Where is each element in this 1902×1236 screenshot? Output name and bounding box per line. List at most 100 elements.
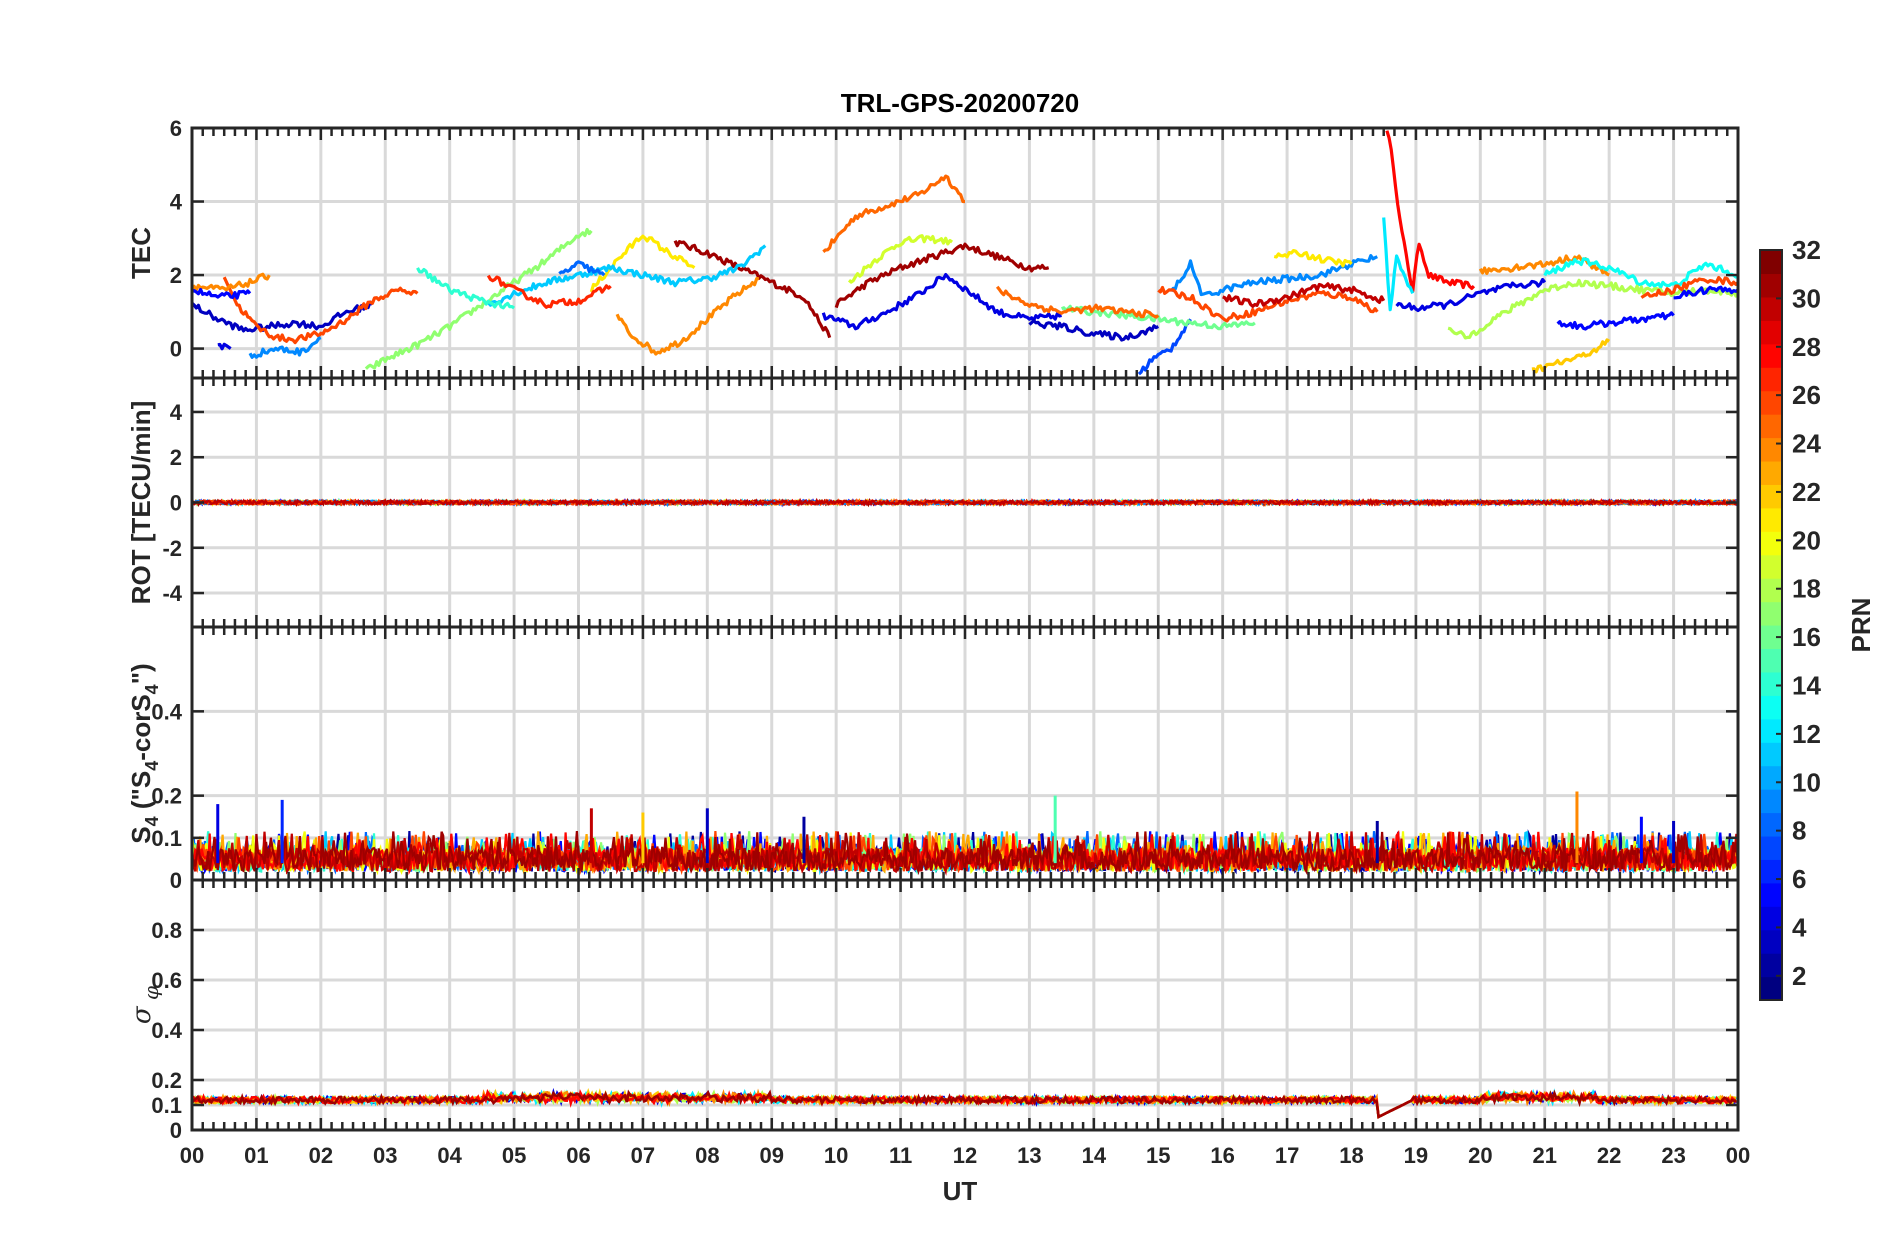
tec-series-prn-26 [1157,285,1379,323]
tec-series-prn-30 [1222,282,1386,308]
tec-series-prn-27 [486,274,612,309]
panel-sigma_phi: 00.10.2 0.4 0.6 0.8 σ φ [127,878,1740,1143]
rot-ytick-label: -2 [162,536,182,561]
rot-ytick-label: 4 [170,400,183,425]
tec-series-prn-5 [1673,285,1738,300]
s4-ytick-label: 0 [170,868,182,893]
sigma_phi-ytick-label: 0.8 [151,918,182,943]
colorbar-level [1760,390,1782,415]
x-tick-label: 03 [373,1143,397,1168]
sigma_phi-ylabel: σ φ [127,986,163,1024]
colorbar-level [1760,859,1782,884]
colorbar-tick-label: 28 [1792,332,1821,362]
tec-series-prn-31 [673,240,832,339]
tec-series-prn-25 [822,174,965,253]
tec-series-prn-4 [1395,277,1547,313]
figure-title: TRL-GPS-20200720 [841,88,1079,118]
tec-series-prn-21 [1273,249,1353,268]
colorbar-level [1760,953,1782,978]
tec-series-prn-25 [995,285,1160,319]
colorbar-level [1760,601,1782,626]
x-tick-label: 12 [953,1143,977,1168]
tec-ytick-label: 2 [170,263,182,288]
tec-ytick-label: 6 [170,116,182,141]
x-tick-label: 18 [1339,1143,1363,1168]
sigma_phi-ytick-label: 0.4 [151,1018,182,1043]
colorbar-level [1760,554,1782,579]
colorbar-level [1760,296,1782,321]
tec-series-prn-26 [222,276,419,345]
colorbar-tick-label: 8 [1792,816,1806,846]
x-tick-label: 00 [1726,1143,1750,1168]
colorbar-level [1760,765,1782,790]
x-tick-label: 07 [631,1143,655,1168]
colorbar-level [1760,789,1782,814]
colorbar-tick-label: 18 [1792,574,1821,604]
x-tick-label: 13 [1017,1143,1041,1168]
colorbar-level [1760,531,1782,556]
colorbar-level [1760,320,1782,345]
colorbar-tick-label: 2 [1792,961,1806,991]
tec-series-prn-31 [834,242,1050,309]
tec-series-prn-3 [192,300,374,333]
colorbar-level [1760,812,1782,837]
tec-ticks [190,126,1740,378]
s4-ylabel: S4 ("S4-corS4") [126,663,162,843]
tec-series-prn-7 [1137,318,1192,376]
x-tick-label: 04 [437,1143,462,1168]
x-tick-label: 14 [1082,1143,1107,1168]
sigma_phi-ticks [190,880,1740,1132]
tec-series-prn-4 [217,342,232,351]
colorbar-level [1760,625,1782,650]
x-tick-label: 16 [1210,1143,1234,1168]
colorbar-level [1760,718,1782,743]
panel-tec: 0 2 4 6 TEC [126,116,1740,380]
colorbar-tick-label: 20 [1792,525,1821,555]
colorbar-tick-label: 22 [1792,477,1821,507]
colorbar-level [1760,695,1782,720]
x-tick-label: 09 [760,1143,784,1168]
sigma_phi-ytick-label: 0.6 [151,968,182,993]
colorbar-level [1760,367,1782,392]
tec-plot [192,130,1738,376]
colorbar-level [1760,742,1782,767]
x-tick-label: 06 [566,1143,590,1168]
sigma_phi-ytick-label: 0.1 [151,1093,182,1118]
tec-series-prn-4 [821,273,1062,331]
x-tick-label: 23 [1661,1143,1685,1168]
tec-series-prn-26 [1640,276,1738,299]
tec-series-prn-28 [1385,130,1476,293]
colorbar-level [1760,835,1782,860]
colorbar-label: PRN [1846,598,1876,653]
x-tick-label: 00 [180,1143,204,1168]
colorbar-tick-label: 14 [1792,670,1821,700]
x-tick-label: 02 [309,1143,333,1168]
tec-series-prn-3 [1028,318,1160,342]
sigma_phi-ytick-label: 0.2 [151,1068,182,1093]
rot-ytick-label: -4 [162,581,182,606]
x-tick-label: 20 [1468,1143,1492,1168]
colorbar-tick-label: 4 [1792,912,1807,942]
colorbar-level [1760,507,1782,532]
rot-series-prn-30 [192,497,1738,507]
rot-ytick-label: 2 [170,445,182,470]
x-tick-label: 05 [502,1143,526,1168]
s4-ytick-label: 0.2 [151,784,182,809]
s4-ytick-label: 0.1 [151,826,182,851]
tec-ytick-label: 4 [170,190,183,215]
colorbar-level [1760,484,1782,509]
colorbar-frame [1759,249,1783,1001]
x-tick-label: 01 [244,1143,268,1168]
colorbar-tick-label: 10 [1792,767,1821,797]
tec-series-prn-19 [847,234,954,284]
rot-plot [192,497,1738,508]
colorbar-tick-label: 32 [1792,235,1821,265]
colorbar-level [1760,906,1782,931]
sigma_phi-grid [190,880,1740,1132]
tec-series-prn-21 [589,234,696,293]
colorbar-tick-label: 6 [1792,864,1806,894]
colorbar-level [1760,273,1782,298]
colorbar-tick-label: 24 [1792,429,1821,459]
